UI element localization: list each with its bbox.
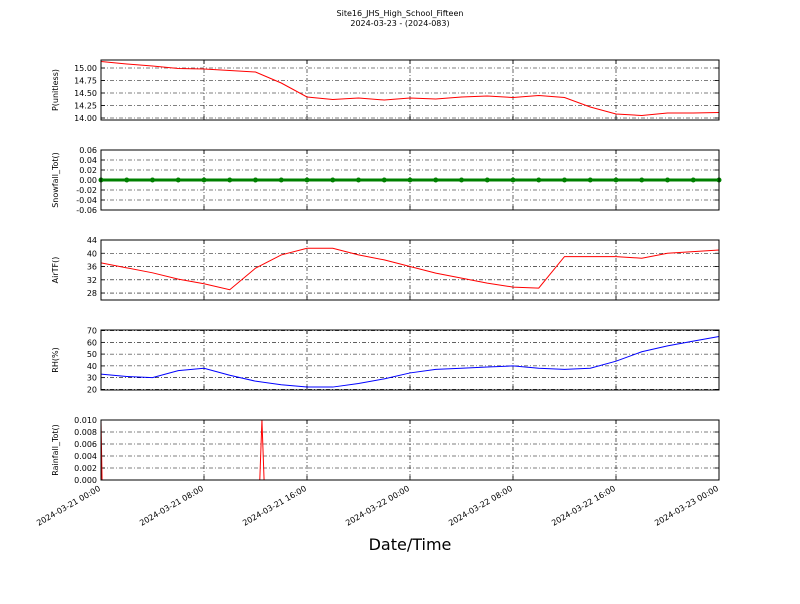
data-point xyxy=(484,177,490,183)
data-point xyxy=(459,177,464,183)
y-tick-label: 60 xyxy=(87,338,97,347)
data-point xyxy=(510,177,516,183)
y-tick-label: 14.25 xyxy=(74,102,97,111)
data-point xyxy=(356,177,361,183)
y-tick-label: 14.75 xyxy=(74,77,97,86)
y-tick-label: -0.04 xyxy=(76,196,97,205)
y-tick-label: 40 xyxy=(87,249,97,258)
y-tick-label: -0.06 xyxy=(76,206,97,215)
plot-frame xyxy=(100,419,720,481)
y-axis-label: AirTF() xyxy=(51,257,60,284)
data-point xyxy=(613,177,619,183)
data-point xyxy=(407,177,413,183)
data-point xyxy=(562,177,567,183)
data-point xyxy=(330,177,336,183)
y-tick-label: 0.004 xyxy=(74,452,97,461)
y-tick-label: 50 xyxy=(87,350,97,359)
data-line xyxy=(100,335,720,388)
y-tick-label: 36 xyxy=(87,263,97,272)
plot-frame xyxy=(100,239,720,301)
y-tick-label: 32 xyxy=(87,276,97,285)
y-tick-label: 15.00 xyxy=(74,64,97,73)
y-axis-label: P(unitless) xyxy=(51,69,60,111)
data-point xyxy=(304,177,310,183)
data-point xyxy=(665,177,670,183)
data-point xyxy=(690,177,696,183)
data-point xyxy=(124,177,130,183)
y-tick-label: 0.04 xyxy=(79,156,97,165)
y-tick-label: 0.00 xyxy=(79,176,97,185)
y-tick-label: 0.06 xyxy=(79,146,97,155)
y-tick-label: 40 xyxy=(87,362,97,371)
y-tick-label: 0.02 xyxy=(79,166,97,175)
data-point xyxy=(278,177,284,183)
chart-subtitle: 2024-03-23 - (2024-083) xyxy=(350,19,449,28)
data-point xyxy=(536,177,542,183)
y-tick-label: 0.006 xyxy=(74,440,97,449)
data-point xyxy=(253,177,258,183)
data-point xyxy=(150,177,155,183)
y-tick-label: 44 xyxy=(87,236,97,245)
y-tick-label: 14.00 xyxy=(74,114,97,123)
plot-frame xyxy=(100,59,720,121)
data-point xyxy=(227,177,233,183)
data-line xyxy=(100,61,720,117)
data-point xyxy=(433,177,439,183)
data-point xyxy=(175,177,181,183)
chart-title: Site16_JHS_High_School_Fifteen xyxy=(337,9,464,18)
x-axis-label: Date/Time xyxy=(369,535,452,554)
plot-frame xyxy=(100,149,720,211)
data-line xyxy=(100,247,720,291)
y-axis-label: Rainfall_Tot() xyxy=(51,424,60,476)
y-tick-label: 70 xyxy=(87,327,97,336)
data-point xyxy=(587,177,593,183)
y-tick-label: 28 xyxy=(87,289,97,298)
y-tick-label: -0.02 xyxy=(76,186,97,195)
y-axis-label: Snowfall_Tot() xyxy=(51,152,60,208)
y-tick-label: 0.000 xyxy=(74,476,97,485)
y-tick-label: 0.008 xyxy=(74,428,97,437)
y-tick-label: 0.010 xyxy=(74,416,97,425)
y-tick-label: 20 xyxy=(87,385,97,394)
data-point xyxy=(639,177,645,183)
plot-frame xyxy=(100,329,720,391)
y-tick-label: 30 xyxy=(87,374,97,383)
y-tick-label: 0.002 xyxy=(74,464,97,473)
data-point xyxy=(201,177,207,183)
y-tick-label: 14.50 xyxy=(74,89,97,98)
data-point xyxy=(381,177,387,183)
y-axis-label: RH(%) xyxy=(51,347,60,372)
